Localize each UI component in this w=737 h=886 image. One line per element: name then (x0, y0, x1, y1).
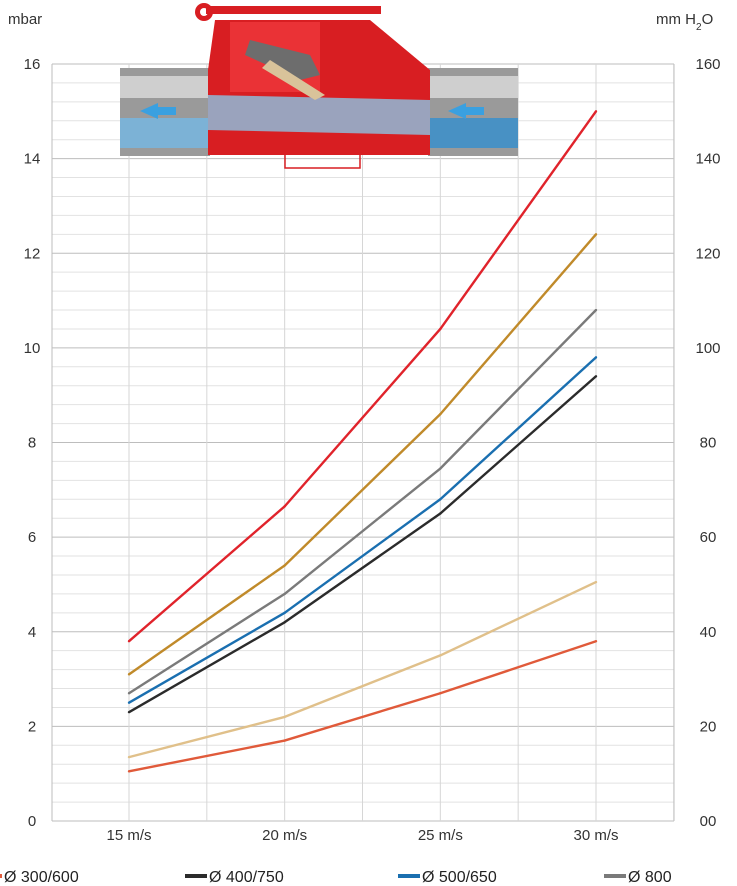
data-point (283, 592, 286, 596)
x-tick-label: 25 m/s (418, 827, 463, 844)
data-point (127, 755, 131, 759)
flow-arrow-left (140, 103, 176, 119)
data-point (594, 375, 598, 378)
data-point (439, 654, 442, 657)
y-tick-label: 2 (28, 718, 36, 735)
data-point (439, 412, 442, 416)
series-line-4 (128, 309, 597, 695)
y-tick-label: 14 (24, 151, 41, 168)
data-point (594, 308, 598, 312)
data-point (439, 327, 442, 331)
y2-tick-label: 140 (695, 151, 720, 168)
data-point (439, 498, 442, 501)
legend-label: Ø 500/650 (422, 869, 497, 886)
data-point (439, 512, 442, 515)
valve-body (195, 3, 430, 169)
grid (51, 63, 675, 822)
flow-arrow-right (448, 103, 484, 119)
x-tick-label: 30 m/s (573, 827, 618, 844)
data-point (127, 710, 131, 714)
y2-tick-label: 00 (700, 813, 717, 830)
series-line-0 (128, 640, 597, 773)
data-point (283, 621, 286, 624)
legend-label: Ø 800 (628, 869, 672, 886)
data-point (283, 564, 286, 567)
data-point (594, 640, 598, 643)
data-point (283, 505, 286, 508)
data-point (283, 739, 286, 742)
data-point (127, 701, 131, 704)
y2-tick-label: 80 (700, 435, 717, 452)
data-point (283, 715, 286, 719)
data-point (594, 110, 598, 113)
y-tick-label: 0 (28, 813, 36, 830)
left-axis-unit: mbar (8, 11, 42, 28)
valve-illustration (120, 3, 518, 169)
y2-tick-label: 60 (700, 529, 717, 546)
data-point (439, 692, 442, 695)
series-line-5 (128, 233, 597, 676)
data-point (127, 640, 131, 643)
series-line-2 (128, 375, 597, 714)
y2-tick-label: 20 (700, 718, 717, 735)
y-tick-label: 4 (28, 624, 36, 641)
data-point (283, 611, 286, 615)
y2-tick-label: 40 (700, 624, 717, 641)
series-line-1 (128, 580, 597, 759)
data-point (594, 580, 598, 584)
legend: Ø 300/600 Ø 400/750 Ø 500/650 Ø 800 (0, 869, 672, 886)
y-tick-label: 16 (24, 56, 41, 73)
series-lines (127, 110, 598, 773)
data-point (127, 673, 131, 676)
y2-tick-label: 160 (695, 56, 720, 73)
y-tick-label: 8 (28, 435, 36, 452)
legend-label: Ø 400/750 (209, 869, 284, 886)
y2-tick-label: 120 (695, 245, 720, 262)
data-point (439, 467, 442, 470)
legend-label: Ø 300/600 (4, 869, 79, 886)
data-point (127, 770, 131, 773)
data-point (594, 356, 598, 359)
series-line-6 (128, 110, 597, 643)
x-tick-label: 15 m/s (106, 827, 151, 844)
right-axis-unit: mm H2O (656, 11, 713, 33)
y-tick-label: 10 (24, 340, 41, 357)
y-tick-label: 12 (24, 245, 41, 262)
data-point (594, 233, 598, 236)
series-line-3 (128, 356, 597, 704)
data-point (127, 692, 131, 695)
x-tick-label: 20 m/s (262, 827, 307, 844)
y2-tick-label: 100 (695, 340, 720, 357)
y-tick-label: 6 (28, 529, 36, 546)
